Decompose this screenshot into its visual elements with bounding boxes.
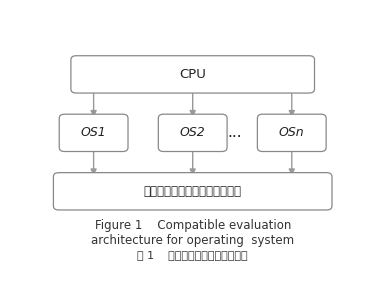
Text: OSn: OSn — [279, 126, 305, 139]
FancyBboxPatch shape — [158, 114, 227, 152]
Text: CPU: CPU — [179, 68, 206, 81]
FancyBboxPatch shape — [59, 114, 128, 152]
Text: OS1: OS1 — [81, 126, 106, 139]
Text: Figure 1    Compatible evaluation: Figure 1 Compatible evaluation — [94, 218, 291, 232]
Text: architecture for operating  system: architecture for operating system — [91, 234, 294, 247]
FancyBboxPatch shape — [71, 56, 314, 93]
Text: 采用基准程序进行适配性能评测: 采用基准程序进行适配性能评测 — [144, 185, 242, 198]
Text: 图 1    操作系统兼容适配评测框架: 图 1 操作系统兼容适配评测框架 — [137, 250, 248, 260]
FancyBboxPatch shape — [258, 114, 326, 152]
Text: OS2: OS2 — [180, 126, 206, 139]
Text: ...: ... — [227, 125, 242, 140]
FancyBboxPatch shape — [53, 173, 332, 210]
